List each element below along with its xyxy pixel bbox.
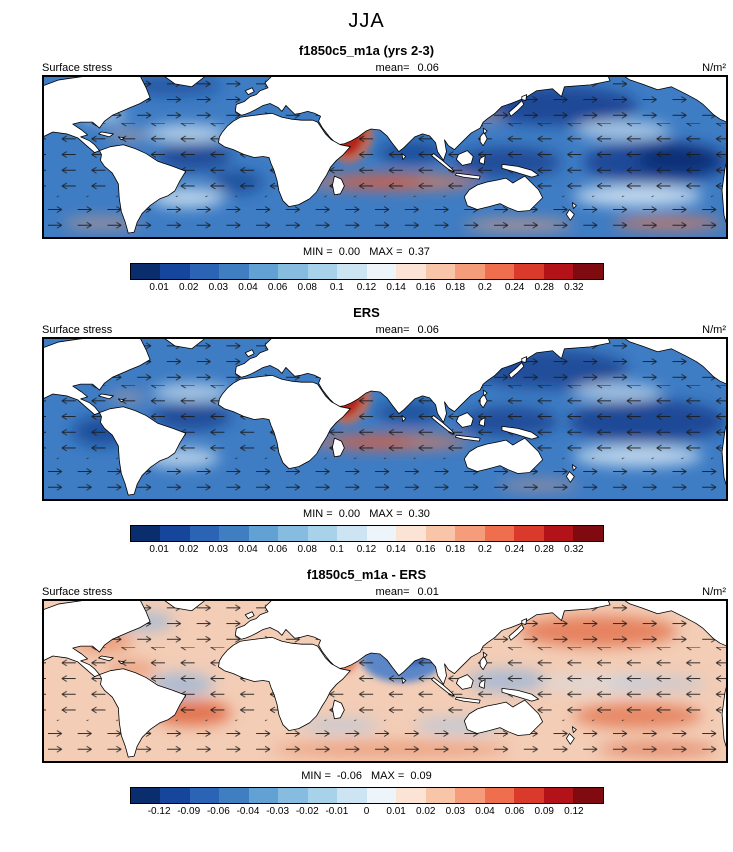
min-value: 0.00	[338, 246, 361, 258]
mean-readout: mean= 0.06	[112, 62, 702, 74]
max-label: MAX =	[369, 246, 403, 258]
panel-model-map-area: Surface stress mean= 0.06 N/m²	[0, 62, 733, 239]
panel-model-header: Surface stress mean= 0.06 N/m²	[42, 62, 726, 74]
max-label: MAX =	[369, 508, 403, 520]
mean-label: mean=	[375, 324, 410, 336]
figure-title: JJA	[348, 10, 385, 32]
units-label: N/m²	[702, 62, 726, 74]
panel-model: f1850c5_m1a (yrs 2-3) Surface stress mea…	[0, 43, 733, 295]
surface-stress-map-ers	[42, 337, 728, 501]
colorbar: 0.01 0.02 0.03 0.04 0.06 0.08 0.1 0.12 0.14 0.16 0…	[129, 525, 604, 557]
minmax-readout: MIN = 0.00 MAX = 0.37	[0, 246, 733, 258]
minmax-readout: MIN = 0.00 MAX = 0.30	[0, 508, 733, 520]
min-label: MIN =	[301, 770, 331, 782]
colorbar-cells	[129, 787, 604, 804]
max-value: 0.09	[410, 770, 432, 782]
mean-value: 0.01	[417, 586, 439, 598]
units-label: N/m²	[702, 586, 726, 598]
surface-stress-map-model	[42, 75, 728, 239]
mean-label: mean=	[375, 62, 410, 74]
min-label: MIN =	[303, 508, 333, 520]
colorbar-cells	[129, 525, 604, 542]
mean-readout: mean= 0.06	[112, 324, 702, 336]
colorbar-tick-labels: 0.01 0.02 0.03 0.04 0.06 0.08 0.1 0.12 0.14 0.16 0…	[149, 544, 584, 555]
max-value: 0.37	[408, 246, 430, 258]
mean-label: mean=	[375, 586, 410, 598]
panel-diff-header: Surface stress mean= 0.01 N/m²	[42, 586, 726, 598]
min-value: -0.06	[336, 770, 362, 782]
mean-value: 0.06	[417, 324, 439, 336]
panel-diff-title: f1850c5_m1a - ERS	[306, 567, 427, 582]
field-label: Surface stress	[42, 62, 113, 74]
min-label: MIN =	[303, 246, 333, 258]
min-value: 0.00	[338, 508, 361, 520]
panel-diff-map-area: Surface stress mean= 0.01 N/m²	[0, 586, 733, 763]
colorbar-tick-labels: 0.01 0.02 0.03 0.04 0.06 0.08 0.1 0.12 0.14 0.16 0…	[149, 282, 584, 293]
panel-diff: f1850c5_m1a - ERS Surface stress mean= 0.…	[0, 567, 733, 819]
field-label: Surface stress	[42, 586, 113, 598]
units-label: N/m²	[702, 324, 726, 336]
minmax-readout: MIN = -0.06 MAX = 0.09	[0, 770, 733, 782]
colorbar: 0.01 0.02 0.03 0.04 0.06 0.08 0.1 0.12 0.14 0.16 0…	[129, 263, 604, 295]
colorbar-tick-labels: -0.12 -0.09 -0.06 -0.04 -0.03 -0.02 -0.01 0 0.01…	[147, 806, 584, 817]
surface-stress-map-difference	[42, 599, 728, 763]
panel-ers-title: ERS	[353, 305, 380, 320]
max-value: 0.30	[408, 508, 430, 520]
panel-ers-map-area: Surface stress mean= 0.06 N/m²	[0, 324, 733, 501]
panel-ers-header: Surface stress mean= 0.06 N/m²	[42, 324, 726, 336]
max-label: MAX =	[371, 770, 405, 782]
panel-ers: ERS Surface stress mean= 0.06 N/m²	[0, 305, 733, 557]
mean-readout: mean= 0.01	[112, 586, 702, 598]
field-label: Surface stress	[42, 324, 113, 336]
panel-model-title: f1850c5_m1a (yrs 2-3)	[298, 43, 435, 58]
colorbar-cells	[129, 263, 604, 280]
colorbar: -0.12 -0.09 -0.06 -0.04 -0.03 -0.02 -0.01 0 0.01…	[129, 787, 604, 819]
mean-value: 0.06	[417, 62, 439, 74]
